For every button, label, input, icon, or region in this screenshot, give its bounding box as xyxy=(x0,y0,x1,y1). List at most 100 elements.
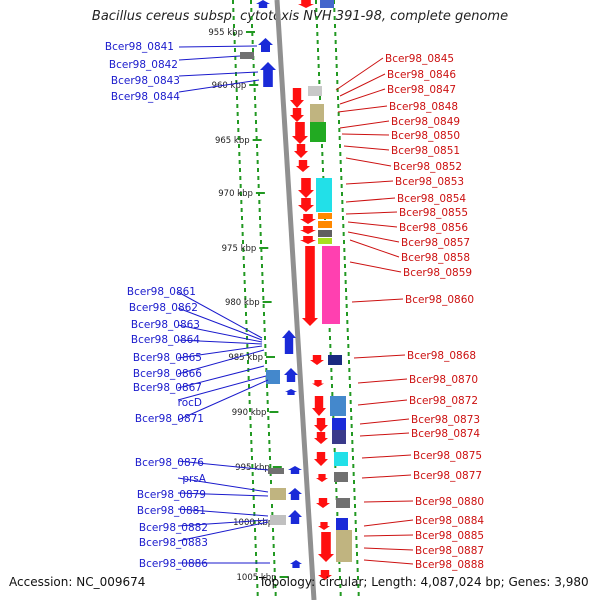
track-dot xyxy=(272,544,275,548)
left-label-connector xyxy=(177,521,269,542)
track-dot xyxy=(236,96,238,100)
gene-arrow-down xyxy=(316,498,330,508)
gene-block xyxy=(332,430,346,444)
track-dot xyxy=(334,24,336,28)
track-dot xyxy=(239,168,241,172)
track-dot xyxy=(259,216,261,220)
track-dot xyxy=(245,320,248,324)
track-dot xyxy=(341,192,343,196)
track-dot xyxy=(339,144,341,148)
track-dot xyxy=(354,520,357,524)
track-dot xyxy=(357,576,359,580)
right-label-connector xyxy=(359,432,410,437)
track-dot xyxy=(266,400,269,404)
gene-arrow-down xyxy=(300,226,316,234)
kbp-tick-label: 965 kbp xyxy=(215,136,250,146)
track-dot xyxy=(345,288,347,292)
gene-arrow-down xyxy=(318,570,332,580)
track-dot xyxy=(243,264,245,268)
track-dot xyxy=(235,72,237,76)
track-dot xyxy=(343,248,346,252)
track-dot xyxy=(255,552,257,556)
track-dot xyxy=(355,536,358,540)
gene-arrow-up xyxy=(288,510,302,524)
track-dot xyxy=(256,584,259,588)
right-label-connector xyxy=(335,57,384,91)
track-dot xyxy=(342,224,345,228)
gene-block xyxy=(330,396,346,416)
track-dot xyxy=(256,592,259,596)
right-label-connector xyxy=(359,418,410,425)
right-label-connector xyxy=(361,474,412,479)
track-dot xyxy=(253,80,256,84)
track-dot xyxy=(354,512,357,516)
track-dot xyxy=(353,488,356,492)
track-dot xyxy=(352,472,355,476)
track-dot xyxy=(257,176,260,180)
track-dot xyxy=(251,464,254,468)
gene-block xyxy=(268,468,284,474)
gene-block xyxy=(270,515,286,525)
track-dot xyxy=(239,176,242,180)
track-dot xyxy=(330,376,333,380)
track-dot xyxy=(267,416,270,420)
gene-arrow-up xyxy=(282,330,296,354)
track-dot xyxy=(348,368,351,372)
track-dot xyxy=(271,504,273,508)
track-dots-1 xyxy=(250,0,277,596)
gene-arrow-up xyxy=(288,488,302,500)
track-dot xyxy=(233,32,236,36)
track-dot xyxy=(315,16,318,20)
track-dot xyxy=(331,384,333,388)
track-dot xyxy=(259,232,262,236)
track-dot xyxy=(270,480,272,484)
track-dot xyxy=(342,216,344,220)
track-dot xyxy=(264,336,266,340)
track-dot xyxy=(246,336,248,340)
track-dot xyxy=(240,200,243,204)
gene-arrow-down xyxy=(296,160,310,172)
track-dot xyxy=(274,592,277,596)
track-dot xyxy=(352,456,354,460)
right-gene-label: Bcer98_0888 xyxy=(415,559,484,571)
right-label-connector xyxy=(363,500,414,503)
topology-label: Topology: circular; Length: 4,087,024 bp… xyxy=(259,575,589,589)
gene-block xyxy=(334,472,348,482)
left-label-connector xyxy=(177,379,269,421)
track-dot xyxy=(341,208,344,212)
gene-block xyxy=(334,452,348,466)
track-dot xyxy=(357,592,360,596)
track-dot xyxy=(261,272,264,276)
gene-arrow-down xyxy=(300,236,316,244)
track-dot xyxy=(335,488,338,492)
gene-arrow-down xyxy=(314,432,328,444)
right-gene-label: Bcer98_0875 xyxy=(413,450,482,462)
right-label-connector xyxy=(337,105,388,113)
gene-block xyxy=(322,246,340,324)
track-dot xyxy=(266,384,268,388)
track-dot xyxy=(273,568,276,572)
gene-arrow-down xyxy=(292,122,308,144)
right-gene-label: Bcer98_0873 xyxy=(411,414,480,426)
gene-block xyxy=(318,221,332,228)
track-dot xyxy=(351,432,353,436)
track-dot xyxy=(267,424,270,428)
right-label-connector xyxy=(361,454,412,459)
track-dot xyxy=(339,592,342,596)
track-dot xyxy=(265,360,267,364)
track-dot xyxy=(356,552,358,556)
left-gene-label: Bcer98_0865 xyxy=(133,352,202,364)
right-label-connector xyxy=(343,145,390,151)
track-dot xyxy=(355,544,358,548)
track-dot xyxy=(274,584,277,588)
track-dot xyxy=(344,280,347,284)
gene-arrow-up xyxy=(290,560,302,568)
track-dot xyxy=(253,512,256,516)
right-label-connector xyxy=(347,221,398,228)
gene-arrow-down xyxy=(318,532,334,562)
left-label-connector xyxy=(177,291,263,339)
track-dot xyxy=(349,400,352,404)
kbp-tick-label: 980 kbp xyxy=(225,298,260,308)
right-gene-label: Bcer98_0860 xyxy=(405,294,474,306)
track-dot xyxy=(237,128,240,132)
